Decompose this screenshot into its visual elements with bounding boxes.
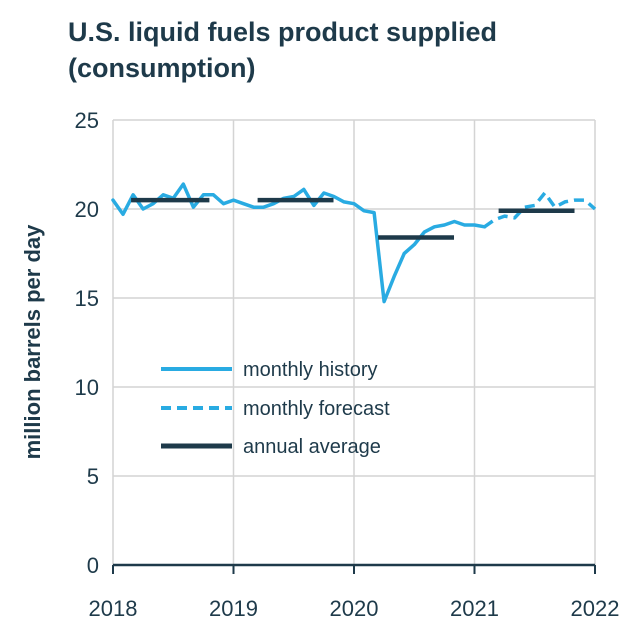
legend-label: monthly forecast [243, 398, 390, 420]
y-tick-label: 25 [75, 108, 99, 133]
y-tick-label: 5 [87, 464, 99, 489]
y-axis-title: million barrels per day [20, 224, 45, 460]
x-tick-label: 2020 [330, 596, 379, 621]
series-layer [111, 182, 597, 304]
chart-title: U.S. liquid fuels product supplied (cons… [68, 17, 498, 83]
legend-label: annual average [243, 436, 381, 458]
x-tick-label: 2022 [571, 596, 620, 621]
x-tick-label: 2018 [89, 596, 138, 621]
x-tick-label: 2021 [450, 596, 499, 621]
axes-layer: 0 5 10 15 20 25 2018 2019 2020 2021 2022 [75, 108, 620, 621]
y-tick-label: 20 [75, 197, 99, 222]
x-tick-label: 2019 [209, 596, 258, 621]
y-tick-label: 0 [87, 553, 99, 578]
monthly-history-line [111, 182, 487, 304]
y-tick-label: 10 [75, 375, 99, 400]
legend-label: monthly history [243, 359, 378, 381]
monthly-forecast-line [483, 191, 597, 229]
y-tick-label: 15 [75, 286, 99, 311]
legend: monthly history monthly forecast annual av… [161, 359, 390, 458]
